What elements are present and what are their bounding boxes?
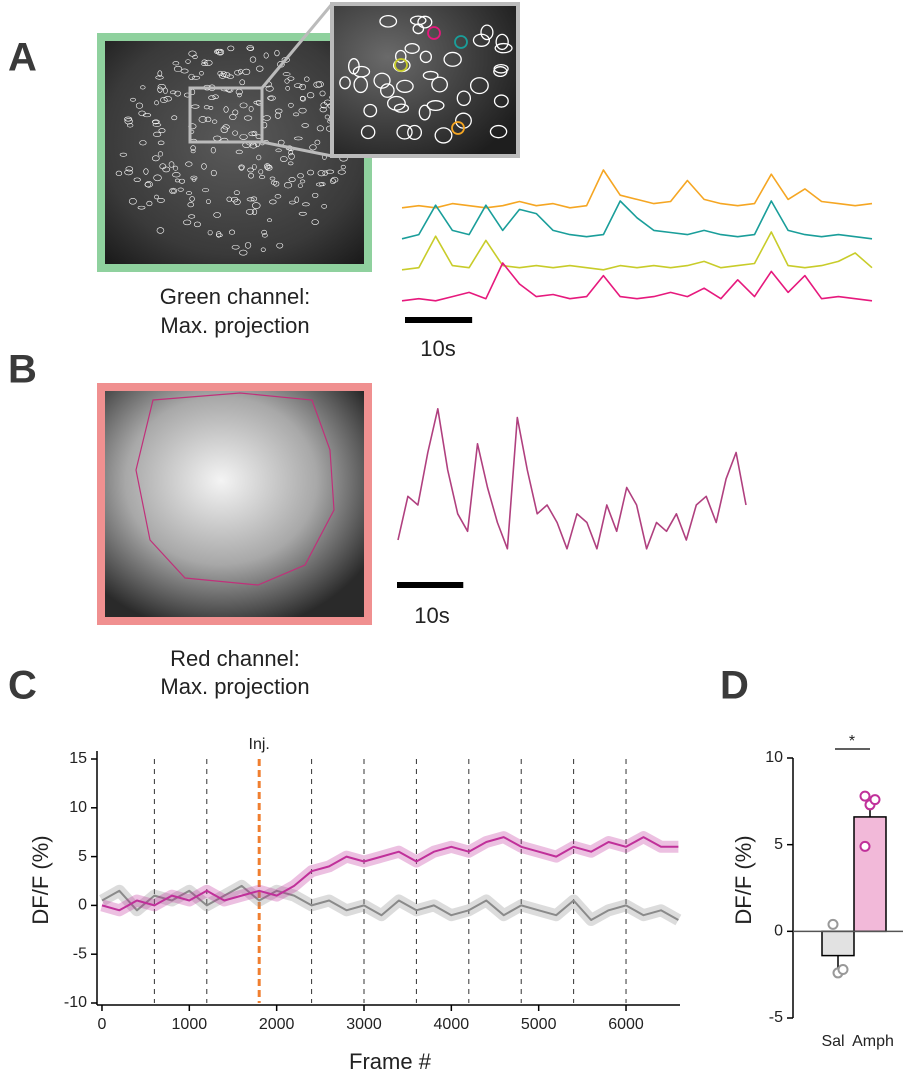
data-point	[861, 792, 870, 801]
x-tick-label: 3000	[346, 1016, 382, 1033]
x-tick-label: 1000	[172, 1016, 208, 1033]
caption: Green channel:	[160, 284, 310, 309]
panel-label: C	[8, 664, 37, 708]
trace	[398, 409, 746, 549]
x-tick-label: 6000	[608, 1016, 644, 1033]
x-tick-label: 0	[98, 1016, 107, 1033]
trace	[402, 232, 872, 270]
red-image	[101, 387, 368, 621]
x-tick-label: Sal	[821, 1033, 844, 1050]
y-axis-label: DF/F (%)	[731, 835, 756, 924]
panel-label: A	[8, 36, 37, 80]
bar	[854, 817, 886, 931]
y-tick-label: 5	[78, 848, 87, 865]
x-tick-label: 2000	[259, 1016, 295, 1033]
trace	[402, 263, 872, 301]
panel-label: B	[8, 348, 37, 392]
data-point	[829, 920, 838, 929]
panel-label: D	[720, 664, 749, 708]
figure: A B C D Green channel: Max. projection R…	[0, 0, 908, 1080]
y-tick-label: -10	[64, 994, 87, 1011]
bar	[822, 931, 854, 955]
y-axis-label: DF/F (%)	[28, 835, 53, 924]
x-tick-label: Amph	[852, 1033, 894, 1050]
caption: Max. projection	[160, 674, 309, 699]
significance: *	[849, 733, 855, 750]
y-tick-label: 10	[69, 799, 87, 816]
caption: Max. projection	[160, 313, 309, 338]
data-point	[839, 965, 848, 974]
x-tick-label: 5000	[521, 1016, 557, 1033]
x-tick-label: 4000	[434, 1016, 470, 1033]
y-tick-label: 15	[69, 750, 87, 767]
y-tick-label: 10	[765, 749, 783, 766]
x-axis-label: Frame #	[349, 1049, 432, 1074]
y-tick-label: 0	[774, 923, 783, 940]
y-tick-label: 0	[78, 897, 87, 914]
y-tick-label: 5	[774, 836, 783, 853]
scale-bar-label: 10s	[420, 336, 455, 361]
data-point	[871, 795, 880, 804]
caption: Red channel:	[170, 646, 300, 671]
injection-label: Inj.	[249, 736, 270, 753]
y-tick-label: -5	[769, 1009, 783, 1026]
scale-bar-label: 10s	[414, 603, 449, 628]
data-point	[861, 842, 870, 851]
y-tick-label: -5	[73, 945, 87, 962]
trace	[402, 170, 872, 208]
